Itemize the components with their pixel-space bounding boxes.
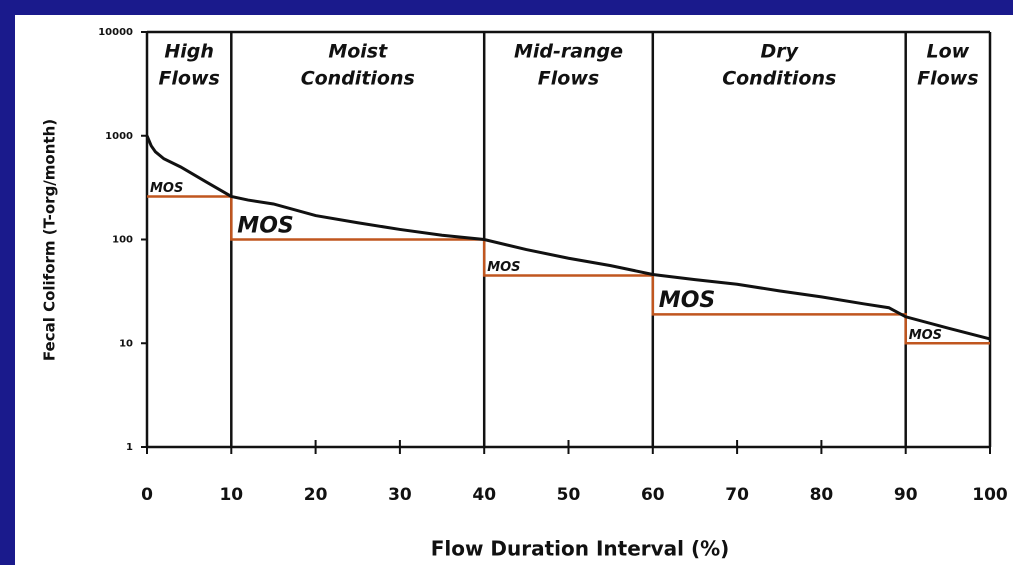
duration-curve [145, 135, 991, 341]
x-tick-label: 100 [972, 485, 1008, 505]
x-tick-label: 10 [219, 485, 243, 505]
mos-label: MOS [150, 181, 183, 196]
panel [15, 15, 1013, 565]
zone-label: Flows [158, 68, 219, 90]
x-tick-label: 20 [304, 485, 328, 505]
mos-label: MOS [909, 328, 942, 343]
zone-label: High [164, 41, 214, 63]
x-tick-label: 80 [810, 485, 834, 505]
zone-label: Flows [538, 68, 599, 90]
y-axis-label: Fecal Coliform (T-org/month) [41, 119, 59, 361]
x-tick-label: 70 [725, 485, 749, 505]
zone-label: Conditions [301, 68, 415, 90]
zone-label: Moist [328, 41, 388, 63]
y-tick-label: 100 [112, 235, 133, 246]
target-line [147, 195, 990, 345]
zone-label: Conditions [722, 68, 836, 90]
mos-label: MOS [237, 213, 293, 238]
x-axis-label: Flow Duration Interval (%) [431, 537, 730, 561]
mos-label: MOS [659, 288, 715, 313]
y-tick-label: 10 [119, 338, 133, 349]
x-tick-label: 50 [557, 485, 581, 505]
x-tick-label: 40 [472, 485, 496, 505]
x-tick-label: 30 [388, 485, 412, 505]
x-tick-label: 60 [641, 485, 665, 505]
y-tick-label: 10000 [98, 27, 133, 38]
mos-label: MOS [487, 260, 520, 275]
zone-label: Mid-range [514, 41, 623, 63]
y-tick-label: 1000 [105, 131, 133, 142]
zone-label: Dry [760, 41, 799, 63]
zone-label: Flows [917, 68, 978, 90]
x-tick-label: 0 [141, 485, 153, 505]
x-tick-label: 90 [894, 485, 918, 505]
zone-label: Low [926, 41, 969, 63]
y-tick-label: 1 [126, 442, 133, 453]
